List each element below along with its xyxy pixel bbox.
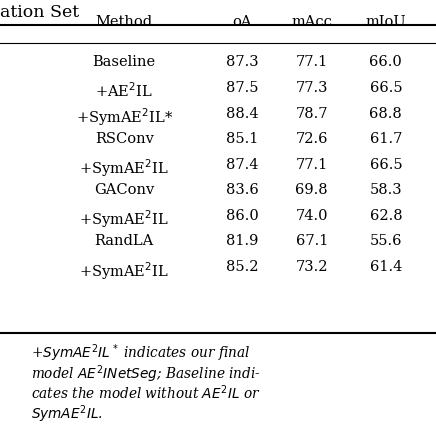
Text: +SymAE$^2$IL: +SymAE$^2$IL [79,260,169,282]
Text: 72.6: 72.6 [296,132,328,146]
Text: 66.5: 66.5 [370,158,402,172]
Text: 77.3: 77.3 [296,81,328,95]
Text: 67.1: 67.1 [296,234,328,248]
Text: 68.8: 68.8 [369,106,402,121]
Text: +SymAE$^2$IL*: +SymAE$^2$IL* [75,106,173,128]
Text: 69.8: 69.8 [296,183,328,197]
Text: 87.5: 87.5 [226,81,258,95]
Text: 55.6: 55.6 [370,234,402,248]
Text: 62.8: 62.8 [370,209,402,223]
Text: 77.1: 77.1 [296,55,328,69]
Text: +$SymAE^2IL^*$ indicates our final: +$SymAE^2IL^*$ indicates our final [31,343,250,364]
Text: Method: Method [95,15,153,29]
Text: 78.7: 78.7 [296,106,328,121]
Text: cates the model without $AE^2IL$ or: cates the model without $AE^2IL$ or [31,383,260,402]
Text: 87.3: 87.3 [226,55,258,69]
Text: mIoU: mIoU [365,15,406,29]
Text: Baseline: Baseline [93,55,156,69]
Text: 73.2: 73.2 [296,260,328,274]
Text: +SymAE$^2$IL: +SymAE$^2$IL [79,158,169,179]
Text: 74.0: 74.0 [296,209,328,223]
Text: 58.3: 58.3 [370,183,402,197]
Text: 66.0: 66.0 [369,55,402,69]
Text: $SymAE^2IL$.: $SymAE^2IL$. [31,404,102,426]
Text: 61.7: 61.7 [370,132,402,146]
Text: GAConv: GAConv [94,183,154,197]
Text: RandLA: RandLA [95,234,154,248]
Text: 87.4: 87.4 [226,158,258,172]
Text: 88.4: 88.4 [226,106,258,121]
Text: 66.5: 66.5 [370,81,402,95]
Text: +AE$^2$IL: +AE$^2$IL [95,81,153,100]
Text: +SymAE$^2$IL: +SymAE$^2$IL [79,209,169,230]
Text: model $AE^2INetSeg$; Baseline indi-: model $AE^2INetSeg$; Baseline indi- [31,363,260,385]
Text: 61.4: 61.4 [370,260,402,274]
Text: 86.0: 86.0 [225,209,259,223]
Text: 85.1: 85.1 [226,132,258,146]
Text: oA: oA [232,15,252,29]
Text: 77.1: 77.1 [296,158,328,172]
Text: 83.6: 83.6 [225,183,259,197]
Text: 81.9: 81.9 [226,234,258,248]
Text: mAcc: mAcc [291,15,332,29]
Text: 85.2: 85.2 [226,260,258,274]
Text: RSConv: RSConv [95,132,154,146]
Text: ation Set: ation Set [0,4,79,21]
